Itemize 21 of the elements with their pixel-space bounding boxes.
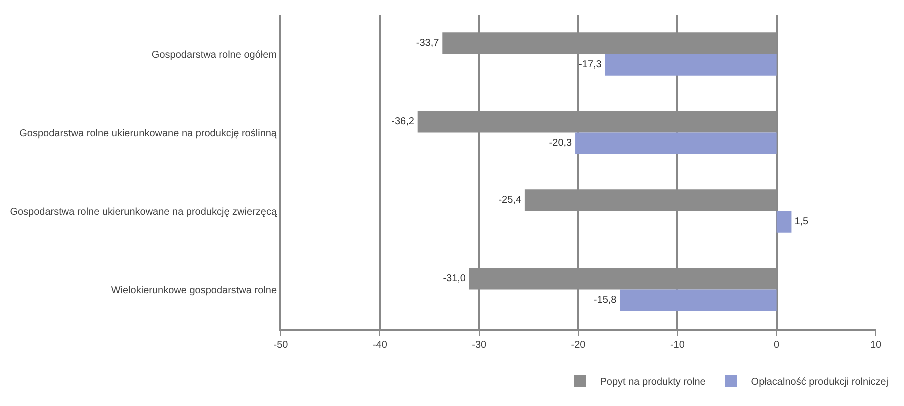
- x-tick-label: -50: [274, 340, 289, 351]
- data-label: -20,3: [549, 138, 573, 150]
- data-label: 1,5: [794, 216, 810, 228]
- data-label: -15,8: [594, 295, 618, 306]
- x-tick-label: 0: [774, 340, 780, 351]
- legend-label: Opłacalność produkcji rolniczej: [751, 377, 889, 388]
- data-label: -25,4: [498, 194, 522, 206]
- legend-label: Popyt na produkty rolne: [600, 377, 706, 388]
- y-tick-label: Wielokierunkowe gospodarstwa rolne: [111, 285, 278, 296]
- x-tick-label: -10: [670, 340, 686, 351]
- y-tick-label: Gospodarstwa rolne ukierunkowane na produkcję zwierzęcą: [10, 206, 278, 218]
- y-tick-label: Gospodarstwa rolne ukierunkowane na produkcję roślinną: [20, 128, 278, 140]
- y-tick-label: Gospodarstwa rolne ogółem: [152, 50, 277, 61]
- data-label: -36,2: [392, 116, 415, 128]
- x-tick-label: 10: [870, 340, 882, 351]
- data-label: -33,7: [416, 38, 440, 49]
- x-tick-label: -30: [472, 340, 487, 351]
- data-label: -31,0: [443, 273, 466, 284]
- data-label: -17,3: [579, 60, 602, 71]
- x-tick-label: -20: [571, 340, 586, 351]
- x-tick-label: -40: [372, 340, 388, 351]
